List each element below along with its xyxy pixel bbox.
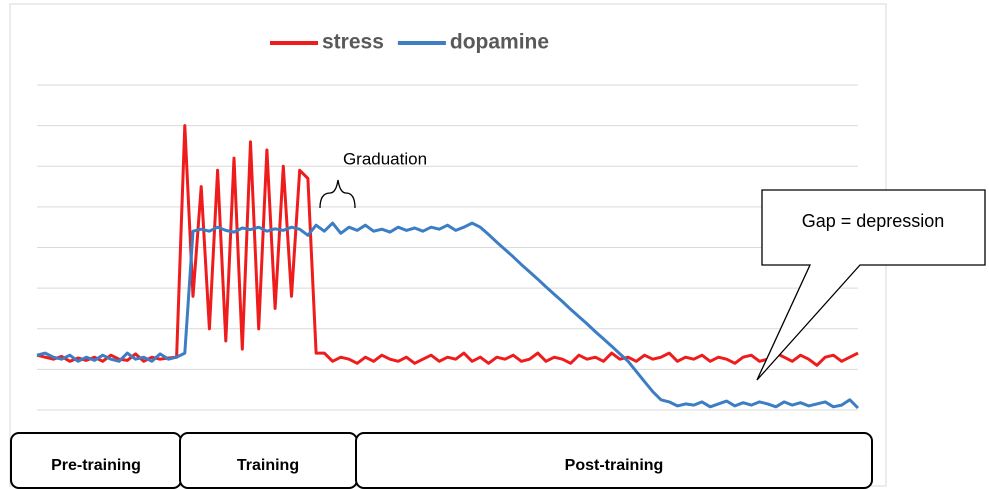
phase-box [355, 432, 873, 489]
graduation-label: Graduation [343, 149, 427, 168]
series-line [36, 221, 860, 410]
graduation-brace [319, 179, 356, 209]
legend-label: dopamine [450, 31, 549, 54]
legend-label: stress [322, 31, 384, 54]
grid [37, 84, 858, 411]
phase-label: Training [237, 457, 299, 474]
lines [36, 124, 860, 410]
legend: stress dopamine [270, 31, 549, 54]
phase-label: Post-training [565, 457, 664, 474]
callout-label: Gap = depression [802, 211, 945, 231]
phase-label: Pre-training [51, 457, 141, 474]
callout [756, 189, 986, 381]
chart-border [9, 3, 887, 487]
